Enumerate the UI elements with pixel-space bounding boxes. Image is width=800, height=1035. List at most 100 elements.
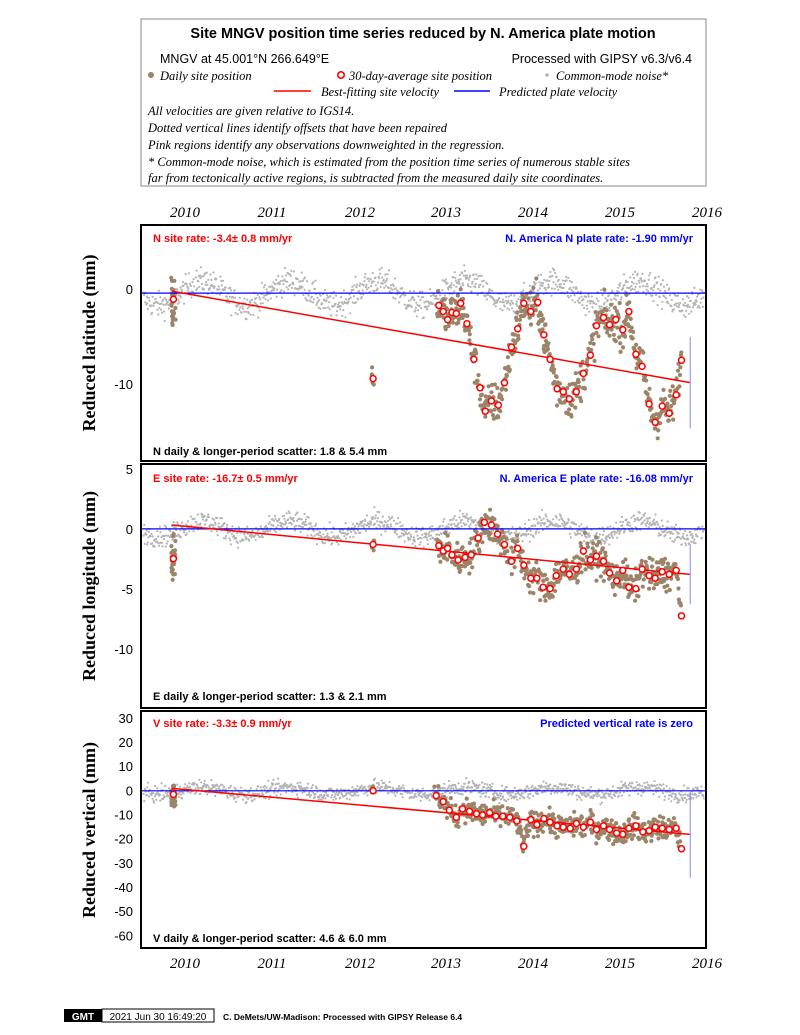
daily-position-point <box>507 367 512 372</box>
common-mode-noise-point <box>283 517 286 520</box>
avg-30-day-point <box>546 584 554 593</box>
north-data-marks <box>141 264 706 441</box>
common-mode-noise-point <box>681 799 685 802</box>
common-mode-noise-point <box>402 784 405 787</box>
common-mode-noise-point <box>308 289 311 292</box>
common-mode-noise-point <box>631 781 634 785</box>
common-mode-noise-point <box>269 297 272 300</box>
common-mode-noise-point <box>151 535 154 538</box>
common-mode-noise-point <box>542 517 545 520</box>
daily-position-point <box>676 597 682 602</box>
common-mode-noise-point <box>216 534 219 537</box>
common-mode-noise-point <box>417 537 420 541</box>
common-mode-noise-point <box>163 310 166 313</box>
daily-position-point <box>535 293 540 298</box>
common-mode-noise-point <box>392 296 395 299</box>
common-mode-noise-point <box>482 279 485 282</box>
common-mode-noise-point <box>260 281 263 284</box>
daily-position-point <box>583 567 588 572</box>
common-mode-noise-point <box>377 523 380 527</box>
common-mode-noise-point <box>220 284 223 287</box>
avg-30-day-point <box>625 307 633 316</box>
common-mode-noise-point <box>499 798 503 801</box>
common-mode-noise-point <box>507 295 510 298</box>
common-mode-noise-point <box>337 793 340 796</box>
common-mode-noise-point <box>394 794 397 797</box>
common-mode-noise-point <box>296 519 299 522</box>
common-mode-noise-point <box>342 309 345 312</box>
common-mode-noise-point <box>376 287 379 290</box>
avg-30-day-point <box>572 388 581 396</box>
common-mode-noise-point <box>422 316 425 319</box>
daily-position-point <box>661 815 666 820</box>
daily-position-point <box>521 849 526 854</box>
common-mode-noise-point <box>563 520 566 524</box>
common-mode-noise-point <box>683 301 687 304</box>
common-mode-noise-point <box>670 795 673 798</box>
common-mode-noise-point <box>263 784 267 788</box>
common-mode-noise-point <box>585 535 588 539</box>
common-mode-noise-point <box>638 784 641 787</box>
common-mode-noise-point <box>508 308 511 311</box>
common-mode-noise-point <box>245 795 248 799</box>
common-mode-noise-point <box>468 781 471 784</box>
common-mode-noise-point <box>165 526 168 529</box>
common-mode-noise-point <box>165 542 168 545</box>
common-mode-noise-point <box>179 793 182 796</box>
common-mode-noise-point <box>593 795 596 798</box>
common-mode-noise-point <box>578 796 582 799</box>
common-mode-noise-point <box>419 290 422 293</box>
common-mode-noise-point <box>407 531 411 534</box>
common-mode-noise-point <box>629 289 632 292</box>
daily-position-point <box>526 560 531 565</box>
common-mode-noise-point <box>554 785 557 788</box>
common-mode-noise-point <box>143 293 146 296</box>
common-mode-noise-point <box>515 530 518 533</box>
common-mode-noise-point <box>369 278 372 281</box>
daily-position-point <box>639 558 644 563</box>
common-mode-noise-point <box>236 531 239 535</box>
daily-position-point <box>552 816 557 821</box>
common-mode-noise-point <box>439 294 442 297</box>
common-mode-noise-point <box>568 532 572 535</box>
common-mode-noise-point <box>635 282 638 285</box>
daily-position-point <box>609 327 614 332</box>
common-mode-noise-point <box>651 785 654 788</box>
common-mode-noise-point <box>378 277 381 280</box>
common-mode-noise-point <box>325 299 328 302</box>
common-mode-noise-point <box>292 516 295 520</box>
common-mode-noise-point <box>373 522 376 526</box>
common-mode-noise-point <box>684 309 688 312</box>
common-mode-noise-point <box>581 530 584 533</box>
common-mode-noise-point <box>353 525 356 528</box>
common-mode-noise-point <box>342 289 345 292</box>
common-mode-noise-point <box>660 519 664 522</box>
common-mode-noise-point <box>421 290 424 293</box>
common-mode-noise-point <box>173 526 176 529</box>
common-mode-noise-point <box>403 540 406 543</box>
common-mode-noise-point <box>595 531 598 535</box>
common-mode-noise-point <box>642 290 645 293</box>
daily-position-point <box>553 588 558 594</box>
common-mode-noise-point <box>483 786 486 789</box>
common-mode-noise-point <box>389 523 392 526</box>
common-mode-noise-point <box>352 788 355 791</box>
common-mode-noise-point <box>599 803 602 806</box>
common-mode-noise-point <box>232 795 235 798</box>
avg-30-day-point <box>619 326 627 334</box>
common-mode-noise-point <box>145 295 148 298</box>
common-mode-noise-point <box>443 782 446 785</box>
common-mode-noise-point <box>213 518 216 521</box>
common-mode-noise-point <box>470 790 473 794</box>
common-mode-noise-point <box>176 288 179 291</box>
daily-position-point <box>511 549 516 554</box>
common-mode-noise-point <box>554 524 557 527</box>
common-mode-noise-point <box>648 786 651 789</box>
daily-position-point <box>528 590 533 595</box>
common-mode-noise-point <box>540 508 544 511</box>
common-mode-noise-point <box>167 534 170 537</box>
avg-30-day-point <box>592 321 601 330</box>
common-mode-noise-point <box>355 283 359 286</box>
common-mode-noise-point <box>379 272 382 275</box>
common-mode-noise-point <box>437 533 441 537</box>
